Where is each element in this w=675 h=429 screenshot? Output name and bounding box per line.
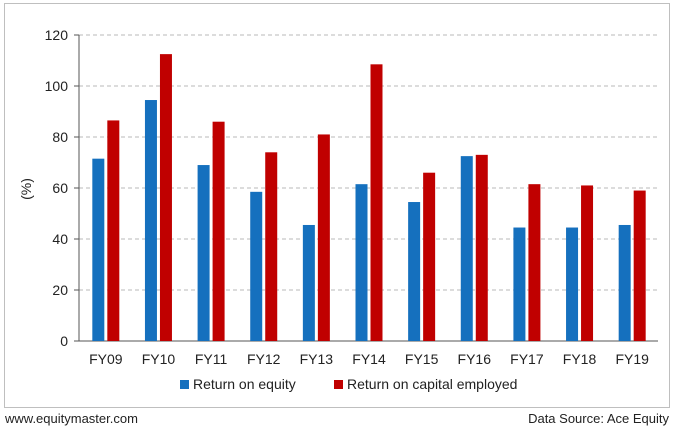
tick-labels: 0 20 40 60 80 100 120 FY09 FY10 FY11 FY12 FY13 FY14 F… xyxy=(45,27,649,367)
y-tick-label: 80 xyxy=(52,129,68,145)
bar-roe-fy17 xyxy=(513,227,526,341)
x-tick-label: FY18 xyxy=(563,351,597,367)
x-tick-label: FY13 xyxy=(300,351,334,367)
bar-roe-fy09 xyxy=(92,158,105,341)
y-tick-label: 60 xyxy=(52,180,68,196)
x-tick-label: FY16 xyxy=(458,351,492,367)
bar-roce-fy16 xyxy=(475,154,488,341)
y-tick-label: 20 xyxy=(52,282,68,298)
bar-roe-fy19 xyxy=(618,224,631,341)
bar-roce-fy18 xyxy=(581,185,594,341)
legend-label-roe: Return on equity xyxy=(193,376,296,392)
legend-label-roce: Return on capital employed xyxy=(347,376,517,392)
bar-roce-fy17 xyxy=(528,184,541,341)
gridlines xyxy=(79,34,658,291)
bar-roe-fy14 xyxy=(355,184,368,341)
y-axis-label: (%) xyxy=(18,178,34,200)
data-source-footer: Data Source: Ace Equity xyxy=(528,411,669,426)
bar-roe-fy13 xyxy=(302,224,315,341)
bar-roce-fy11 xyxy=(212,121,225,341)
x-tick-label: FY15 xyxy=(405,351,439,367)
bar-roe-fy16 xyxy=(460,156,473,341)
bar-chart: 0 20 40 60 80 100 120 FY09 FY10 FY11 FY12 FY13 FY14 F… xyxy=(18,27,658,392)
x-tick-label: FY11 xyxy=(195,351,228,367)
bar-roe-fy10 xyxy=(144,100,157,342)
bar-roce-fy19 xyxy=(633,190,646,341)
x-tick-label: FY14 xyxy=(352,351,386,367)
legend-swatch-roe xyxy=(180,380,189,389)
y-tick-label: 40 xyxy=(52,231,68,247)
bar-roe-fy11 xyxy=(197,165,210,341)
bar-roe-fy12 xyxy=(250,191,263,341)
bar-roe-fy15 xyxy=(408,202,421,341)
bar-roce-fy13 xyxy=(317,134,330,341)
x-tick-label: FY19 xyxy=(615,351,649,367)
x-tick-label: FY17 xyxy=(510,351,544,367)
bar-roce-fy10 xyxy=(159,54,172,341)
bars xyxy=(92,54,646,342)
legend-swatch-roce xyxy=(334,380,343,389)
website-footer: www.equitymaster.com xyxy=(5,411,138,426)
x-tick-label: FY10 xyxy=(142,351,176,367)
bar-roe-fy18 xyxy=(566,227,579,341)
x-tick-label: FY12 xyxy=(247,351,281,367)
bar-roce-fy14 xyxy=(370,64,383,341)
bar-roce-fy09 xyxy=(107,120,120,341)
x-tick-label: FY09 xyxy=(89,351,123,367)
legend: Return on equity Return on capital employ… xyxy=(180,376,517,392)
axes xyxy=(74,34,658,342)
y-tick-label: 120 xyxy=(45,27,69,43)
bar-roce-fy12 xyxy=(265,152,278,341)
y-tick-label: 0 xyxy=(60,333,68,349)
y-tick-label: 100 xyxy=(45,78,69,94)
bar-roce-fy15 xyxy=(423,172,436,341)
